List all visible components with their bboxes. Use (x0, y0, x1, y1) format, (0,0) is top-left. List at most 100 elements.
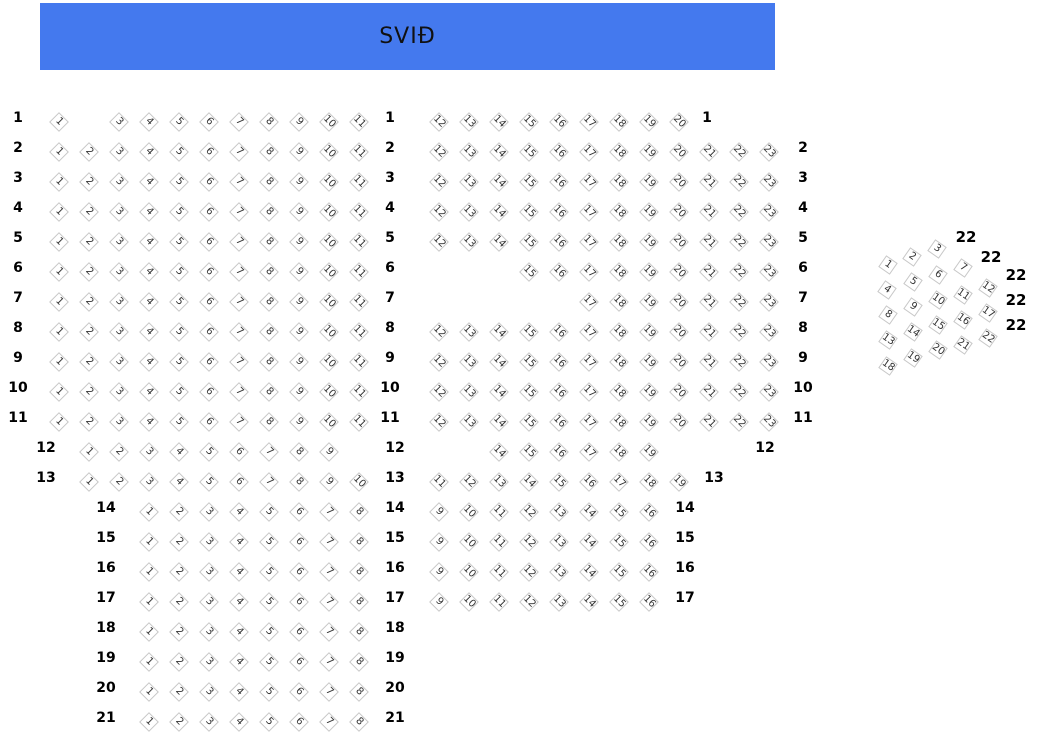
seat-L8-1[interactable]: 1 (49, 322, 69, 342)
seat-R5-20[interactable]: 20 (669, 232, 689, 252)
seat-L10-1[interactable]: 1 (49, 382, 69, 402)
seat-R11-23[interactable]: 23 (759, 412, 779, 432)
seat-R17-14[interactable]: 14 (579, 592, 599, 612)
seat-R15-15[interactable]: 15 (609, 532, 629, 552)
seat-R11-12[interactable]: 12 (429, 412, 449, 432)
seat-L10-6[interactable]: 6 (199, 382, 219, 402)
seat-R3-20[interactable]: 20 (669, 172, 689, 192)
seat-side-7[interactable]: 7 (953, 258, 973, 278)
seat-R8-12[interactable]: 12 (429, 322, 449, 342)
seat-R10-23[interactable]: 23 (759, 382, 779, 402)
seat-L14-4[interactable]: 4 (229, 502, 249, 522)
seat-L6-9[interactable]: 9 (289, 262, 309, 282)
seat-R7-18[interactable]: 18 (609, 292, 629, 312)
seat-side-8[interactable]: 8 (878, 305, 898, 325)
seat-R8-14[interactable]: 14 (489, 322, 509, 342)
seat-R4-15[interactable]: 15 (519, 202, 539, 222)
seat-side-12[interactable]: 12 (978, 278, 998, 298)
seat-R2-17[interactable]: 17 (579, 142, 599, 162)
seat-L10-11[interactable]: 11 (349, 382, 369, 402)
seat-L18-7[interactable]: 7 (319, 622, 339, 642)
seat-R9-16[interactable]: 16 (549, 352, 569, 372)
seat-L4-9[interactable]: 9 (289, 202, 309, 222)
seat-R13-12[interactable]: 12 (459, 472, 479, 492)
seat-R16-10[interactable]: 10 (459, 562, 479, 582)
seat-R16-12[interactable]: 12 (519, 562, 539, 582)
seat-L17-1[interactable]: 1 (139, 592, 159, 612)
seat-L6-2[interactable]: 2 (79, 262, 99, 282)
seat-side-13[interactable]: 13 (878, 330, 898, 350)
seat-L21-4[interactable]: 4 (229, 712, 249, 732)
seat-R2-14[interactable]: 14 (489, 142, 509, 162)
seat-L13-8[interactable]: 8 (289, 472, 309, 492)
seat-R1-20[interactable]: 20 (669, 112, 689, 132)
seat-R14-14[interactable]: 14 (579, 502, 599, 522)
seat-L10-7[interactable]: 7 (229, 382, 249, 402)
seat-R17-15[interactable]: 15 (609, 592, 629, 612)
seat-L1-4[interactable]: 4 (139, 112, 159, 132)
seat-R4-17[interactable]: 17 (579, 202, 599, 222)
seat-R7-22[interactable]: 22 (729, 292, 749, 312)
seat-L12-3[interactable]: 3 (139, 442, 159, 462)
seat-side-10[interactable]: 10 (928, 290, 948, 310)
seat-R10-19[interactable]: 19 (639, 382, 659, 402)
seat-L5-7[interactable]: 7 (229, 232, 249, 252)
seat-L14-8[interactable]: 8 (349, 502, 369, 522)
seat-R2-21[interactable]: 21 (699, 142, 719, 162)
seat-R5-18[interactable]: 18 (609, 232, 629, 252)
seat-L8-6[interactable]: 6 (199, 322, 219, 342)
seat-R8-23[interactable]: 23 (759, 322, 779, 342)
seat-R4-23[interactable]: 23 (759, 202, 779, 222)
seat-R4-22[interactable]: 22 (729, 202, 749, 222)
seat-L7-6[interactable]: 6 (199, 292, 219, 312)
seat-R16-11[interactable]: 11 (489, 562, 509, 582)
seat-L7-1[interactable]: 1 (49, 292, 69, 312)
seat-R10-20[interactable]: 20 (669, 382, 689, 402)
seat-R5-21[interactable]: 21 (699, 232, 719, 252)
seat-L6-4[interactable]: 4 (139, 262, 159, 282)
seat-L3-5[interactable]: 5 (169, 172, 189, 192)
seat-R14-11[interactable]: 11 (489, 502, 509, 522)
seat-L9-10[interactable]: 10 (319, 352, 339, 372)
seat-R3-23[interactable]: 23 (759, 172, 779, 192)
seat-L18-2[interactable]: 2 (169, 622, 189, 642)
seat-L10-5[interactable]: 5 (169, 382, 189, 402)
seat-L21-7[interactable]: 7 (319, 712, 339, 732)
seat-L14-2[interactable]: 2 (169, 502, 189, 522)
seat-L17-4[interactable]: 4 (229, 592, 249, 612)
seat-L8-7[interactable]: 7 (229, 322, 249, 342)
seat-L20-6[interactable]: 6 (289, 682, 309, 702)
seat-R13-16[interactable]: 16 (579, 472, 599, 492)
seat-L6-10[interactable]: 10 (319, 262, 339, 282)
seat-L5-8[interactable]: 8 (259, 232, 279, 252)
seat-R5-13[interactable]: 13 (459, 232, 479, 252)
seat-R12-18[interactable]: 18 (609, 442, 629, 462)
seat-L9-5[interactable]: 5 (169, 352, 189, 372)
seat-L11-3[interactable]: 3 (109, 412, 129, 432)
seat-L4-1[interactable]: 1 (49, 202, 69, 222)
seat-R8-15[interactable]: 15 (519, 322, 539, 342)
seat-L16-3[interactable]: 3 (199, 562, 219, 582)
seat-L15-3[interactable]: 3 (199, 532, 219, 552)
seat-R2-22[interactable]: 22 (729, 142, 749, 162)
seat-R2-13[interactable]: 13 (459, 142, 479, 162)
seat-L3-8[interactable]: 8 (259, 172, 279, 192)
seat-L3-7[interactable]: 7 (229, 172, 249, 192)
seat-L11-11[interactable]: 11 (349, 412, 369, 432)
seat-L9-11[interactable]: 11 (349, 352, 369, 372)
seat-L11-10[interactable]: 10 (319, 412, 339, 432)
seat-L1-10[interactable]: 10 (319, 112, 339, 132)
seat-L7-11[interactable]: 11 (349, 292, 369, 312)
seat-R9-17[interactable]: 17 (579, 352, 599, 372)
seat-R10-18[interactable]: 18 (609, 382, 629, 402)
seat-R11-19[interactable]: 19 (639, 412, 659, 432)
seat-R3-18[interactable]: 18 (609, 172, 629, 192)
seat-L9-3[interactable]: 3 (109, 352, 129, 372)
seat-L7-7[interactable]: 7 (229, 292, 249, 312)
seat-side-4[interactable]: 4 (877, 280, 897, 300)
seat-L3-1[interactable]: 1 (49, 172, 69, 192)
seat-R6-20[interactable]: 20 (669, 262, 689, 282)
seat-L17-2[interactable]: 2 (169, 592, 189, 612)
seat-L16-4[interactable]: 4 (229, 562, 249, 582)
seat-R1-12[interactable]: 12 (429, 112, 449, 132)
